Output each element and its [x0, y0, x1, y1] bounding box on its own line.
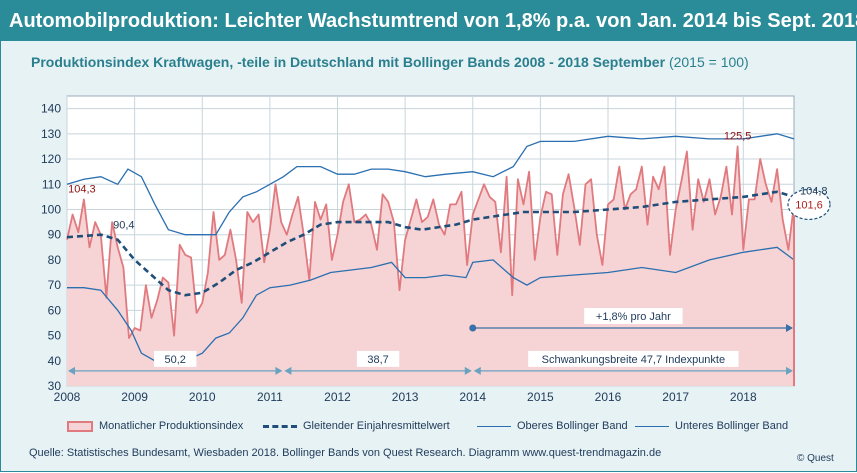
y-tick-label: 80: [48, 253, 62, 267]
y-tick-label: 140: [41, 102, 61, 116]
axis-layer: 30 40 50 60 70 80 90 100 110 120 130 140 2008 2009 201…: [41, 102, 757, 404]
legend-item-lower: Unteres Bollinger Band: [635, 420, 788, 432]
x-tick-label: 2012: [324, 390, 351, 404]
annotation-arrowhead-left: [284, 366, 292, 375]
chart-subtitle: Produktionsindex Kraftwagen, -teile in D…: [31, 54, 749, 70]
page-title: Automobilproduktion: Leichter Wachstumtr…: [1, 1, 857, 41]
annotation-arrowhead: [275, 366, 283, 375]
annotation-label: 38,7: [367, 354, 388, 366]
legend-swatch-lower: [635, 425, 669, 427]
annotation-arrowhead-left: [68, 366, 75, 375]
legend-swatch-upper: [477, 425, 511, 427]
x-tick-label: 2016: [595, 390, 622, 404]
x-tick-label: 2013: [392, 390, 419, 404]
annotation-arrowhead: [786, 366, 793, 375]
x-tick-label: 2014: [459, 390, 486, 404]
annotation-label: +1,8% pro Jahr: [596, 311, 671, 323]
source-note: Quelle: Statistisches Bundesamt, Wiesbad…: [29, 447, 662, 459]
series-area-monthly: [67, 146, 794, 386]
data-label-circle: [787, 188, 831, 221]
legend-label-upper: Oberes Bollinger Band: [517, 420, 628, 432]
annotation-arrowhead: [464, 366, 472, 375]
annotation-box: [584, 308, 683, 324]
annotation-label: Schwankungsbreite 47,7 Indexpunkte: [542, 354, 725, 366]
chart-subtitle-note: (2015 = 100): [668, 54, 749, 70]
annotation-dot: [469, 324, 477, 332]
x-tick-label: 2018: [730, 390, 757, 404]
legend-item-mean: Gleitender Einjahresmittelwert: [263, 420, 450, 432]
series-line-moving-average: [66, 190, 795, 297]
x-tick-label: 2009: [121, 390, 148, 404]
legend-swatch-monthly: [67, 420, 93, 432]
legend: Monatlicher Produktionsindex Gleitender …: [67, 416, 847, 438]
x-tick-label: 2017: [662, 390, 689, 404]
chart-subtitle-text: Produktionsindex Kraftwagen, -teile in D…: [31, 54, 666, 70]
x-tick-label: 2015: [527, 390, 554, 404]
legend-swatch-mean: [263, 424, 297, 428]
y-tick-label: 90: [48, 228, 62, 242]
y-tick-label: 50: [48, 329, 62, 343]
copyright: © Quest: [797, 453, 834, 464]
series-line-upper-band: [66, 133, 795, 236]
y-tick-label: 120: [41, 152, 61, 166]
x-tick-label: 2008: [54, 390, 81, 404]
annotation-arrowhead: [786, 324, 793, 332]
y-tick-label: 70: [48, 278, 62, 292]
legend-item-monthly: Monatlicher Produktionsindex: [67, 420, 243, 432]
data-label-mean: 104,8: [800, 185, 828, 197]
annotation-box: [154, 350, 197, 367]
data-label-mean: 90,4: [113, 220, 134, 232]
annotation-box: [528, 350, 739, 367]
legend-label-monthly: Monatlicher Produktionsindex: [99, 420, 244, 432]
series-line-monthly: [66, 145, 795, 340]
data-label-monthly: 104,3: [68, 183, 96, 195]
data-label-monthly: 101,6: [795, 199, 823, 211]
y-tick-label: 40: [48, 354, 62, 368]
y-tick-label: 110: [42, 177, 61, 191]
legend-item-upper: Oberes Bollinger Band: [477, 420, 628, 432]
y-tick-label: 30: [48, 379, 62, 393]
annotation-layer: 104,3 125,5 101,6 90,4 104,8 50,2 38,7 Schwanku…: [68, 130, 831, 375]
legend-label-mean: Gleitender Einjahresmittelwert: [303, 420, 450, 432]
y-tick-label: 60: [48, 303, 62, 317]
annotation-box: [356, 350, 400, 367]
data-label-monthly: 125,5: [724, 130, 752, 142]
x-tick-label: 2011: [257, 390, 283, 404]
legend-label-lower: Unteres Bollinger Band: [675, 420, 789, 432]
y-tick-label: 100: [41, 202, 61, 216]
x-tick-label: 2010: [189, 390, 216, 404]
annotation-arrowhead-left: [473, 366, 481, 375]
y-tick-label: 130: [41, 127, 61, 141]
annotation-label: 50,2: [164, 354, 185, 366]
